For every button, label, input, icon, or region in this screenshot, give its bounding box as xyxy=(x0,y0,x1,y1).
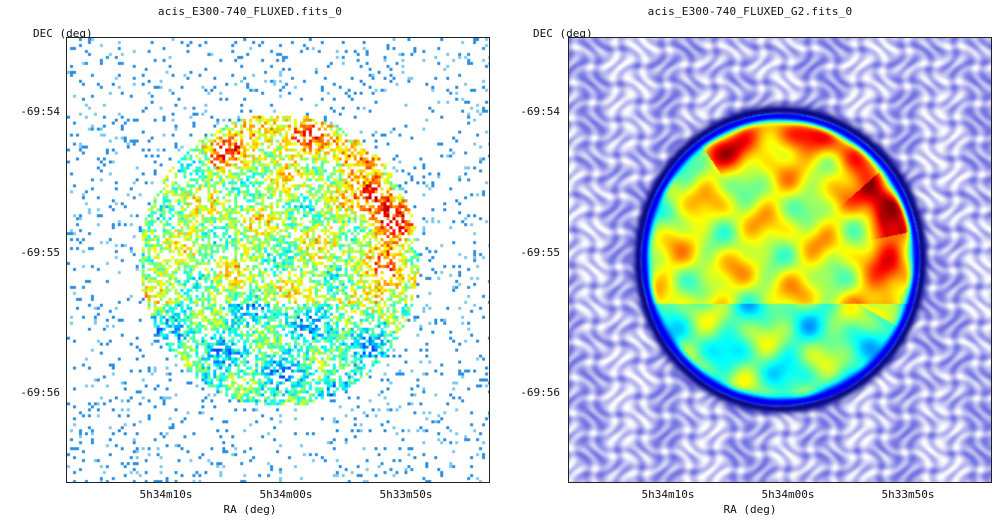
image-raw-counts xyxy=(66,37,490,483)
y-tick-label: -69:56 xyxy=(20,386,60,399)
y-tick-label: -69:54 xyxy=(520,105,560,118)
y-tick-label: -69:54 xyxy=(20,105,60,118)
raw-counts-image xyxy=(67,38,489,482)
x-tick-label: 5h33m50s xyxy=(881,488,935,501)
y-tick-label: -69:55 xyxy=(520,246,560,259)
x-tick-label: 5h34m00s xyxy=(761,488,815,501)
smoothed-image xyxy=(569,38,991,482)
panel-raw: acis_E300-740_FLUXED.fits_0 DEC (deg) -6… xyxy=(20,5,490,516)
x-tick-label: 5h34m00s xyxy=(259,488,313,501)
y-axis-label: DEC (deg) xyxy=(33,27,93,40)
x-tick-label: 5h33m50s xyxy=(379,488,433,501)
x-tick-label: 5h34m10s xyxy=(641,488,695,501)
panel-smoothed: acis_E300-740_FLUXED_G2.fits_0 DEC (deg)… xyxy=(500,0,1000,523)
y-axis-label: DEC (deg) xyxy=(533,27,593,40)
panel-title: acis_E300-740_FLUXED.fits_0 xyxy=(157,5,343,18)
x-tick-label: 5h34m10s xyxy=(139,488,193,501)
panel-title: acis_E300-740_FLUXED_G2.fits_0 xyxy=(647,5,853,18)
image-smoothed xyxy=(568,37,992,483)
x-axis-label: RA (deg) xyxy=(223,503,277,516)
x-axis-label: RA (deg) xyxy=(723,503,777,516)
y-tick-label: -69:55 xyxy=(20,246,60,259)
y-tick-label: -69:56 xyxy=(520,386,560,399)
